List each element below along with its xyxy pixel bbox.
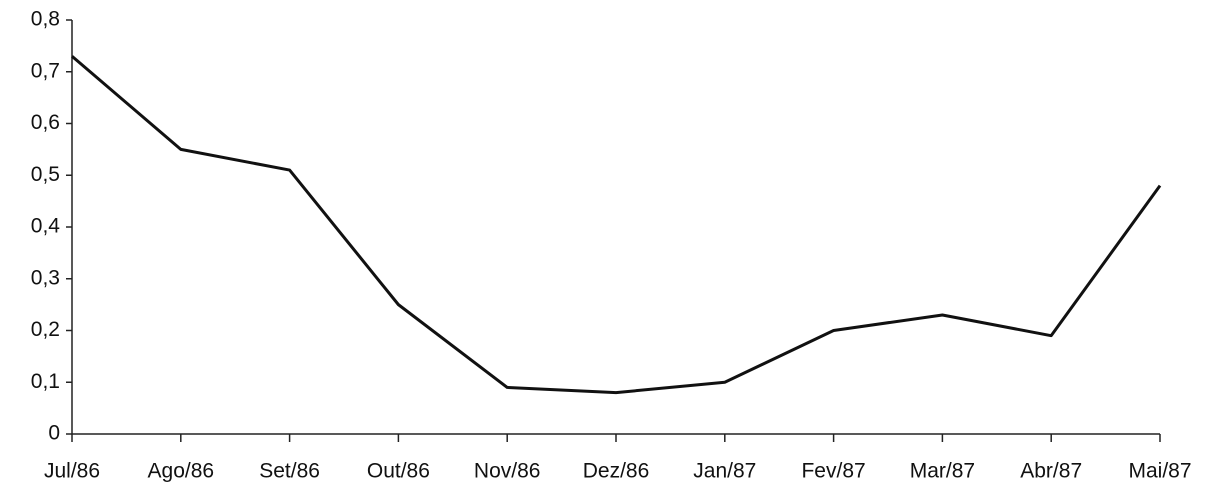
x-tick-label: Jul/86 [44, 460, 100, 483]
x-tick-label: Mar/87 [910, 460, 975, 483]
data-line [71, 55, 1162, 395]
y-tick-label: 0 [48, 422, 60, 445]
x-tick-label: Ago/86 [148, 460, 215, 483]
x-tick-label: Out/86 [367, 460, 430, 483]
y-tick-label: 0,1 [31, 370, 60, 393]
y-tick-label: 0,3 [31, 266, 60, 289]
x-tick-label: Abr/87 [1020, 460, 1082, 483]
y-tick-label: 0,5 [31, 163, 60, 186]
x-tick-label: Nov/86 [474, 460, 541, 483]
y-tick-label: 0,4 [31, 215, 61, 238]
y-tick-label: 0,2 [31, 318, 60, 341]
y-tick-label: 0,8 [31, 8, 60, 31]
x-tick-label: Set/86 [259, 460, 320, 483]
y-tick-label: 0,6 [31, 111, 60, 134]
x-tick-label: Jan/87 [693, 460, 756, 483]
x-tick-label: Fev/87 [801, 460, 865, 483]
x-tick-label: Mai/87 [1128, 460, 1191, 483]
x-tick-label: Dez/86 [583, 460, 650, 483]
y-tick-label: 0,7 [31, 59, 60, 82]
